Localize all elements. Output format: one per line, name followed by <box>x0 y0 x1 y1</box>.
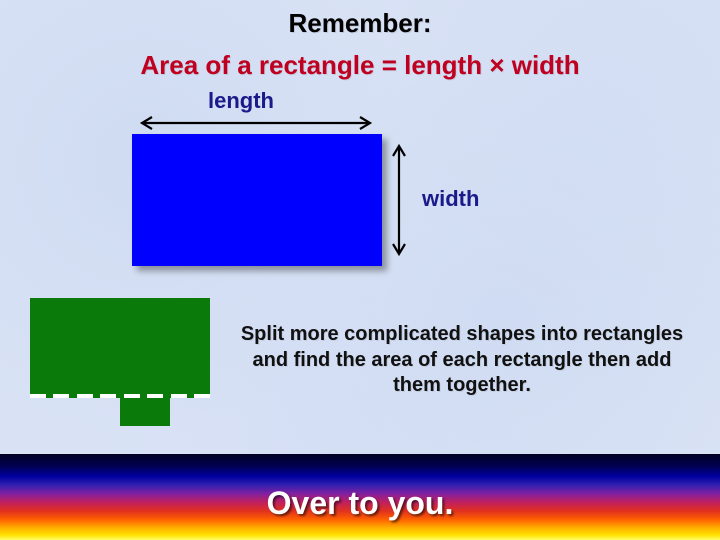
slide: Remember: Area of a rectangle = length ×… <box>0 0 720 540</box>
length-arrow-icon <box>136 116 376 130</box>
width-label: width <box>422 186 479 212</box>
formula-text: Area of a rectangle = length × width <box>0 50 720 81</box>
slide-title: Remember: <box>0 8 720 39</box>
length-label: length <box>208 88 274 114</box>
width-arrow-icon <box>392 140 406 260</box>
green-shape-top <box>30 298 210 398</box>
green-compound-shape <box>30 298 210 426</box>
green-shape-step <box>120 398 170 426</box>
cta-text: Over to you. <box>0 485 720 522</box>
explain-text: Split more complicated shapes into recta… <box>236 322 688 399</box>
blue-rectangle <box>132 134 382 266</box>
dashed-split-line <box>30 394 210 398</box>
